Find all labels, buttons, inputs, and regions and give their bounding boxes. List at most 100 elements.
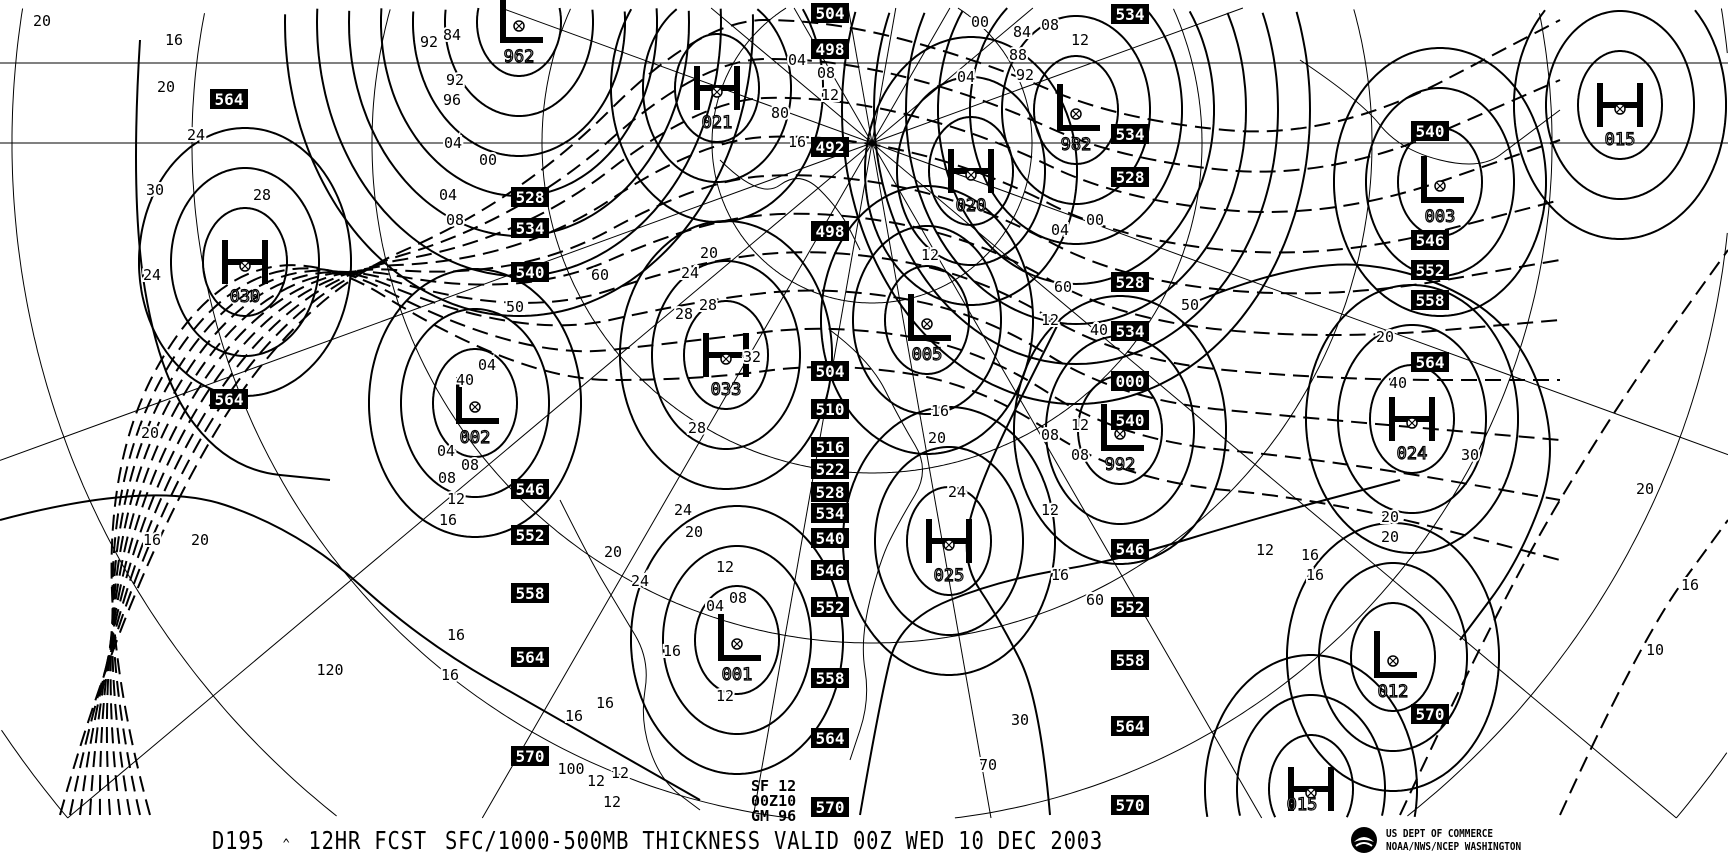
thickness-label: 504 [811, 361, 849, 381]
thickness-label-text: 564 [1416, 353, 1445, 372]
low-pressure-center: 012 [1377, 631, 1417, 702]
isobar [1695, 10, 1726, 105]
contour-label: 20 [33, 12, 51, 30]
contour-label: 16 [1681, 576, 1699, 594]
contour-label: 20 [604, 543, 622, 561]
contour-label: 84 [443, 26, 461, 44]
contour-label: 20 [1376, 328, 1394, 346]
low-symbol-icon [1424, 156, 1464, 200]
isobar [592, 10, 593, 22]
marker: ^ [283, 837, 291, 853]
model-stamp: SF 12 00Z10 GM 96 [751, 779, 796, 824]
low-symbol-icon [503, 0, 543, 40]
contour-label: 08 [1041, 426, 1059, 444]
contour-label: 16 [1051, 566, 1069, 584]
contour-label: 28 [675, 305, 693, 323]
thickness-label-text: 528 [516, 188, 545, 207]
contour-label: 08 [446, 211, 464, 229]
pressure-value: 025 [934, 566, 965, 586]
isobar [1145, 8, 1182, 110]
isobar [1263, 13, 1278, 110]
thickness-label-text: 528 [1116, 168, 1145, 187]
contour-label: 08 [438, 469, 456, 487]
isobar [1228, 13, 1247, 110]
thickness-label-text: 510 [816, 400, 845, 419]
contour-label: 92 [420, 33, 438, 51]
high-pressure-center: 015 [1600, 83, 1640, 150]
thickness-label-text: 516 [816, 438, 845, 457]
contour-label: 12 [611, 764, 629, 782]
thickness-label-text: 546 [516, 480, 545, 499]
high-pressure-center: 015 [1287, 767, 1331, 815]
thickness-label: 540 [511, 262, 549, 282]
thickness-label-text: 534 [1116, 322, 1145, 341]
pressure-value: 015 [1287, 795, 1318, 815]
pressure-value: 012 [1378, 682, 1409, 702]
thickness-label: 558 [511, 583, 549, 603]
contour-label: 16 [1306, 566, 1324, 584]
contour-label: 96 [443, 91, 461, 109]
thickness-label: 564 [511, 647, 549, 667]
contour-label: 30 [1461, 446, 1479, 464]
thickness-label: 558 [1411, 290, 1449, 310]
low-symbol-icon [721, 614, 761, 658]
contour-label: 12 [1041, 501, 1059, 519]
latitude-circle [2, 730, 68, 818]
contour-label: 28 [699, 296, 717, 314]
contour-label: 08 [729, 589, 747, 607]
pressure-value: 003 [1425, 207, 1456, 227]
thickness-label: 528 [1111, 167, 1149, 187]
forecast-hour: 12HR FCST [308, 826, 426, 855]
contour-label: 16 [447, 626, 465, 644]
contour-label: 12 [716, 687, 734, 705]
high-pressure-center: 020 [951, 149, 991, 216]
contour-label: 04 [444, 134, 462, 152]
contour-label: 20 [928, 429, 946, 447]
contour-label: 12 [921, 246, 939, 264]
thickness-label-text: 546 [1416, 231, 1445, 250]
latitude-circle [1354, 9, 1372, 143]
thickness-label-text: 558 [1416, 291, 1445, 310]
thickness-label: 498 [811, 39, 849, 59]
pressure-value: 001 [722, 665, 753, 685]
isobar [1297, 12, 1310, 110]
contour-label: 08 [1071, 446, 1089, 464]
thickness-label-text: 564 [1116, 717, 1145, 736]
stamp-line: GM 96 [751, 809, 796, 824]
thickness-label-text: 570 [816, 798, 845, 817]
contour-label: 12 [1256, 541, 1274, 559]
thickness-label-text: 498 [816, 222, 845, 241]
thickness-label: 552 [511, 525, 549, 545]
thickness-label: 510 [811, 399, 849, 419]
contour-label: 16 [439, 511, 457, 529]
thickness-label-text: 564 [215, 390, 244, 409]
thickness-label: 498 [811, 221, 849, 241]
high-pressure-center: 024 [1392, 397, 1432, 464]
low-pressure-center: 001 [721, 614, 761, 685]
thickness-label: 570 [511, 746, 549, 766]
thickness-label: 504 [811, 3, 849, 23]
contour-label: 08 [1041, 16, 1059, 34]
contour-label: 30 [146, 181, 164, 199]
latitude-circle [1407, 233, 1727, 816]
contour-label: 04 [437, 442, 455, 460]
contour-label: 100 [557, 760, 584, 778]
thickness-label: 546 [511, 479, 549, 499]
thickness-label: 546 [1411, 230, 1449, 250]
isobar [560, 8, 561, 22]
pressure-value: 015 [1605, 130, 1636, 150]
contour-label: 12 [1071, 416, 1089, 434]
contour-label: 28 [253, 186, 271, 204]
thickness-label-text: 546 [1116, 540, 1145, 559]
thickness-label-text: 528 [816, 483, 845, 502]
pressure-value: 020 [956, 196, 987, 216]
contour-label: 24 [681, 264, 699, 282]
thickness-label: 564 [1111, 716, 1149, 736]
thickness-label: 540 [1111, 410, 1149, 430]
thickness-label: 492 [811, 137, 849, 157]
isobar [1347, 789, 1353, 817]
contour-label: 12 [1041, 311, 1059, 329]
thickness-label-text: 564 [816, 729, 845, 748]
low-pressure-center: 003 [1424, 156, 1464, 227]
